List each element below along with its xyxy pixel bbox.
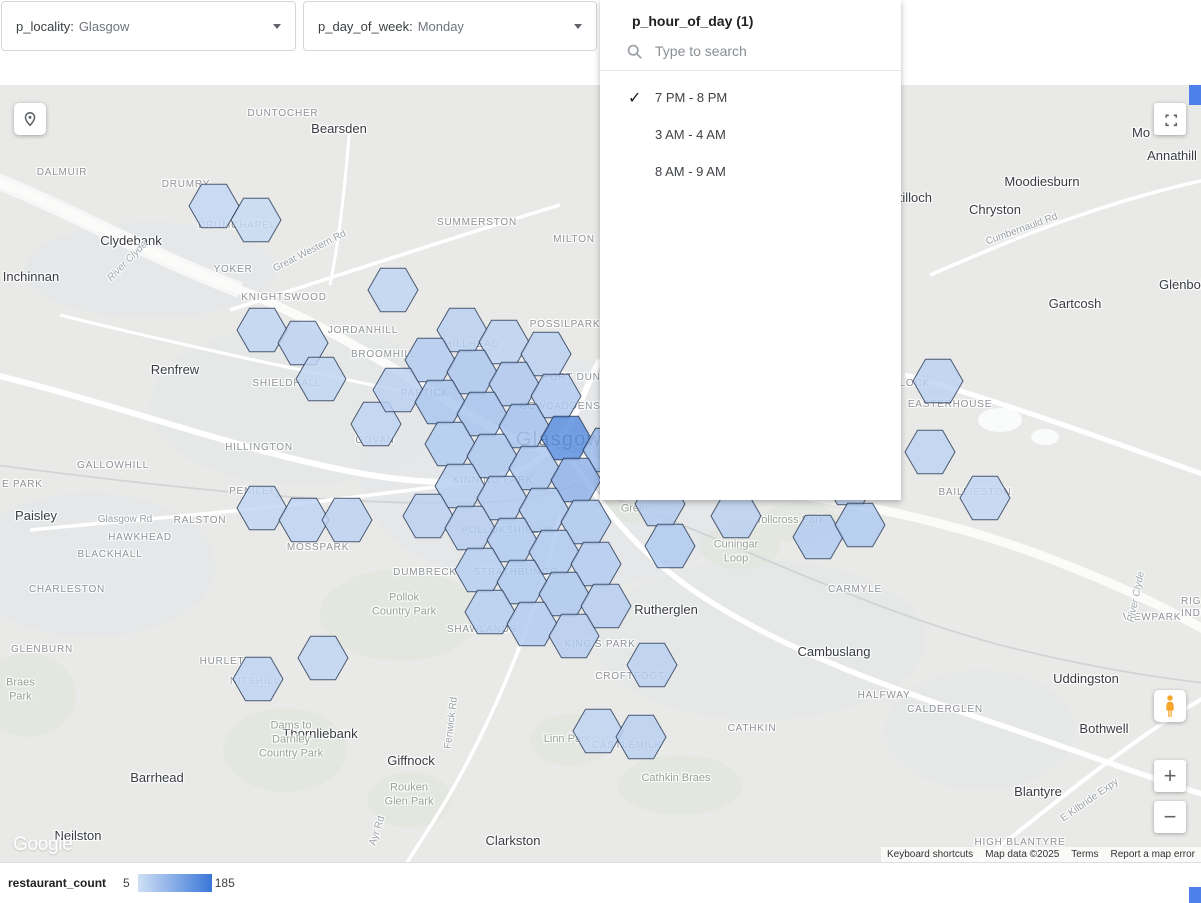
hex-bin[interactable]: [278, 497, 330, 543]
fullscreen-icon: [1165, 114, 1178, 127]
attribution-text: Map data ©2025: [985, 849, 1060, 860]
hex-bin[interactable]: [321, 497, 373, 543]
check-icon: ✓: [628, 89, 642, 107]
chevron-down-icon: [273, 23, 281, 29]
google-logo[interactable]: Google: [13, 834, 73, 855]
hex-bin[interactable]: [710, 493, 762, 539]
hour-option-label: 7 PM - 8 PM: [655, 90, 728, 105]
filter-day-label: p_day_of_week:: [318, 18, 413, 34]
hour-option-label: 8 AM - 9 AM: [655, 164, 726, 179]
zoom-out-button[interactable]: −: [1154, 801, 1186, 833]
filter-locality[interactable]: p_locality: Glasgow: [1, 1, 296, 51]
hex-bin[interactable]: [188, 183, 240, 229]
attribution-link[interactable]: Terms: [1071, 849, 1099, 860]
dropdown-search[interactable]: [600, 38, 901, 71]
zoom-in-button[interactable]: +: [1154, 760, 1186, 792]
hex-bin[interactable]: [644, 523, 696, 569]
scrollbar-accent-top[interactable]: [1189, 85, 1201, 105]
search-icon: [627, 44, 642, 59]
hour-of-day-dropdown: p_hour_of_day (1) ✓ 7 PM - 8 PM 3 AM - 4 A…: [600, 0, 901, 500]
hex-bin[interactable]: [402, 493, 454, 539]
hex-bin[interactable]: [232, 656, 284, 702]
hex-bin[interactable]: [236, 485, 288, 531]
legend-bar: restaurant_count 5 185: [0, 862, 1201, 903]
hour-options: ✓ 7 PM - 8 PM 3 AM - 4 AM 8 AM - 9 AM: [600, 71, 901, 190]
location-pin-icon: [24, 112, 36, 127]
search-input[interactable]: [653, 42, 885, 60]
pegman-icon: [1166, 695, 1174, 717]
legend-min-value: 5: [123, 876, 130, 890]
hex-bin[interactable]: [548, 613, 600, 659]
filter-day-value: Monday: [417, 18, 464, 34]
hex-bin[interactable]: [834, 502, 886, 548]
hex-bin[interactable]: [464, 589, 516, 635]
hex-bin[interactable]: [230, 197, 282, 243]
hour-option[interactable]: 8 AM - 9 AM: [600, 153, 901, 190]
filter-locality-value: Glasgow: [78, 18, 130, 34]
legend-field-label: restaurant_count: [8, 876, 107, 890]
hex-bin[interactable]: [572, 708, 624, 754]
legend-max-value: 185: [214, 876, 235, 890]
hour-option[interactable]: 3 AM - 4 AM: [600, 116, 901, 153]
location-control[interactable]: [14, 103, 46, 135]
pegman-button[interactable]: [1154, 690, 1186, 722]
hex-bin[interactable]: [372, 367, 424, 413]
chevron-down-icon: [574, 23, 582, 29]
hex-bin[interactable]: [959, 475, 1011, 521]
hex-bin[interactable]: [626, 642, 678, 688]
hex-bin[interactable]: [615, 714, 667, 760]
hex-bin[interactable]: [792, 514, 844, 560]
hex-bin[interactable]: [236, 307, 288, 353]
attribution-link[interactable]: Keyboard shortcuts: [887, 849, 974, 860]
hex-bin[interactable]: [580, 583, 632, 629]
hour-option[interactable]: ✓ 7 PM - 8 PM: [600, 79, 901, 116]
filter-day-of-week[interactable]: p_day_of_week: Monday: [303, 1, 597, 51]
scrollbar-accent-bottom[interactable]: [1189, 887, 1201, 903]
map-attribution: Keyboard shortcuts Map data ©2025 Terms Rep…: [881, 847, 1201, 862]
hex-bin[interactable]: [912, 358, 964, 404]
hour-option-label: 3 AM - 4 AM: [655, 127, 726, 142]
hex-bin[interactable]: [904, 429, 956, 475]
hex-bin[interactable]: [295, 356, 347, 402]
hex-bin[interactable]: [506, 601, 558, 647]
legend-gradient: [137, 874, 212, 892]
hex-bin[interactable]: [297, 635, 349, 681]
fullscreen-button[interactable]: [1154, 103, 1186, 135]
dropdown-title: p_hour_of_day (1): [632, 13, 754, 29]
hex-bin[interactable]: [367, 267, 419, 313]
attribution-link[interactable]: Report a map error: [1110, 849, 1195, 860]
filter-locality-label: p_locality:: [16, 18, 74, 34]
